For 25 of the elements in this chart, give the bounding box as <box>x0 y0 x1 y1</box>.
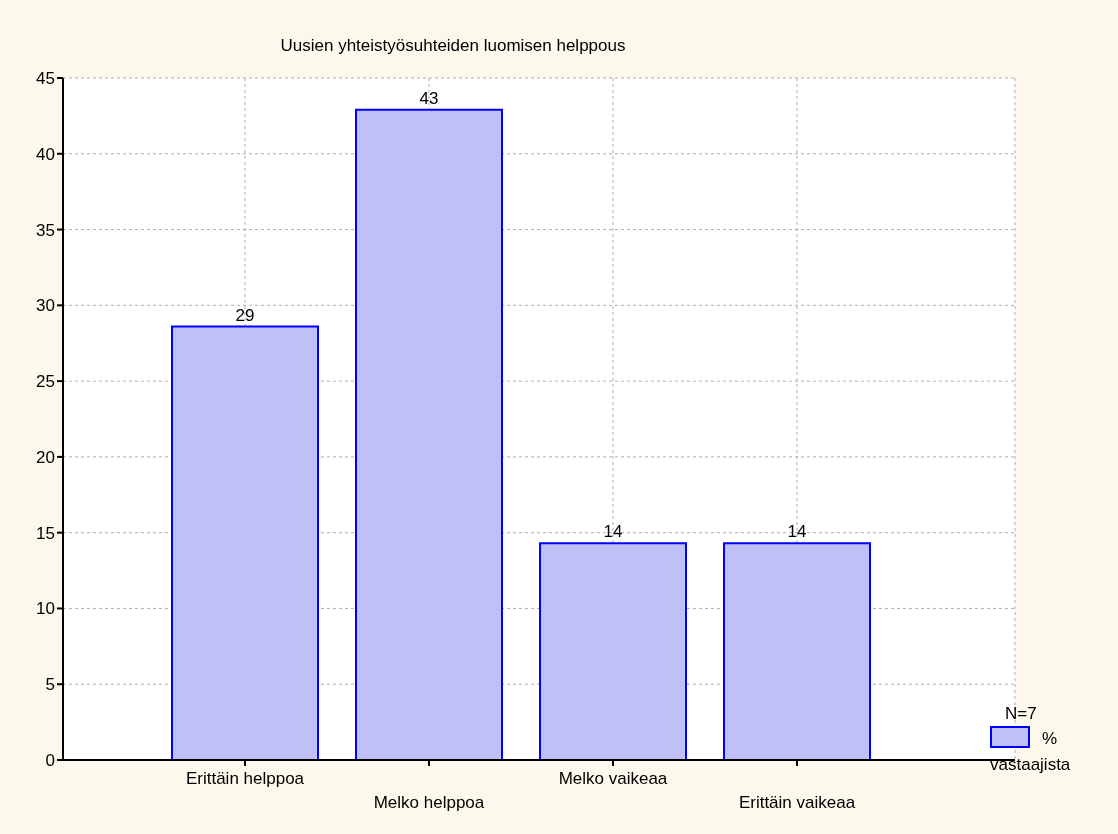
y-tick-label: 25 <box>36 372 55 392</box>
x-tick-label: Melko helppoa <box>373 793 485 812</box>
x-tick-label: Erittäin helppoa <box>185 769 305 788</box>
data-label: 43 <box>419 88 439 108</box>
bar <box>355 108 503 760</box>
y-tick-label: 10 <box>36 599 55 619</box>
y-tick-label: 15 <box>36 523 55 543</box>
bar <box>539 542 687 760</box>
data-label: 14 <box>787 522 807 542</box>
y-tick-label: 35 <box>36 220 55 240</box>
y-tick-label: 5 <box>45 675 55 695</box>
legend-label: % vastaajista <box>990 728 1072 776</box>
data-label: 14 <box>603 522 623 542</box>
annotation: N=7 <box>1005 704 1037 724</box>
y-tick-label: 45 <box>36 69 55 89</box>
bar <box>723 542 871 760</box>
y-tick-label: 20 <box>36 447 55 467</box>
x-tick-label: Melko vaikeaa <box>558 769 668 788</box>
data-label: 29 <box>235 305 255 325</box>
x-tick-label: Erittäin vaikeaa <box>738 793 856 812</box>
y-tick-label: 30 <box>36 296 55 316</box>
y-tick-label: 40 <box>36 144 55 164</box>
bar <box>171 325 319 760</box>
chart-title: Uusien yhteistyösuhteiden luomisen helppous <box>279 36 627 56</box>
y-tick-label: 0 <box>45 751 55 771</box>
